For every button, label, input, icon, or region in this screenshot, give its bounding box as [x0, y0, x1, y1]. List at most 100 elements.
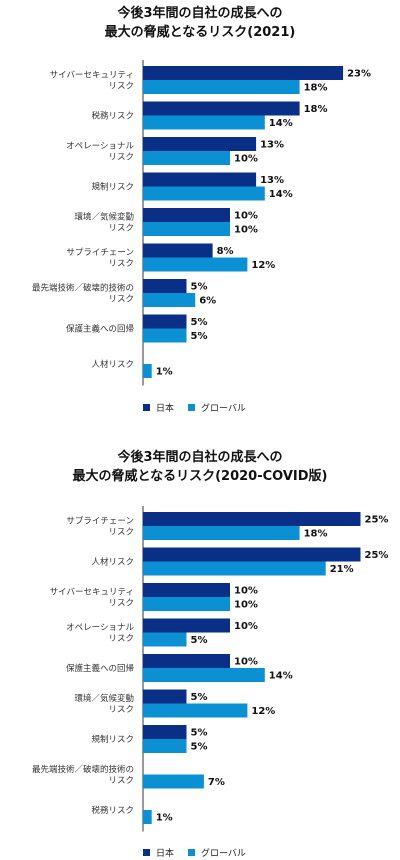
- data-label: 1%: [156, 813, 173, 824]
- legend-item-japan: 日本: [143, 846, 174, 859]
- data-label: 10%: [234, 600, 258, 611]
- bar-global: [143, 810, 152, 824]
- chart-title-line-2: 最大の脅威となるリスク(2021): [104, 25, 296, 40]
- category-label: リスク: [108, 295, 134, 305]
- bar-japan: [143, 512, 361, 526]
- data-label: 10%: [234, 211, 258, 222]
- data-label: 1%: [156, 367, 173, 378]
- bar-global: [143, 80, 300, 94]
- data-label: 5%: [191, 282, 208, 293]
- data-label: 5%: [191, 331, 208, 342]
- category-label: リスク: [108, 776, 134, 786]
- category-label: リスク: [108, 705, 134, 715]
- bar-global: [143, 632, 187, 647]
- data-label: 5%: [191, 635, 208, 646]
- category-label: 保護主義への回帰: [66, 324, 134, 335]
- data-label: 12%: [251, 260, 275, 271]
- data-label: 5%: [191, 742, 208, 753]
- data-label: 12%: [251, 706, 275, 717]
- data-label: 25%: [365, 515, 389, 526]
- legend: 日本 グローバル: [143, 846, 260, 859]
- bar-japan: [143, 618, 230, 633]
- bar-japan: [143, 654, 230, 668]
- chart-title: 今後3年間の自社の成長への 最大の脅威となるリスク(2021): [0, 4, 400, 42]
- data-label: 5%: [191, 317, 208, 328]
- bar-japan: [143, 137, 257, 151]
- data-label: 18%: [304, 104, 328, 115]
- legend-item-japan: 日本: [143, 401, 174, 414]
- data-label: 14%: [269, 189, 293, 200]
- bar-japan: [143, 279, 187, 293]
- bar-global: [143, 186, 265, 201]
- category-label: 最先端技術／破壊的技術の: [32, 283, 134, 294]
- data-label: 23%: [347, 69, 371, 80]
- category-label: 規制リスク: [91, 734, 134, 745]
- bar-plot: サイバーセキュリティリスク23%18%税務リスク18%14%オペレーショナルリス…: [32, 60, 371, 386]
- bar-global: [143, 328, 187, 343]
- data-label: 6%: [199, 296, 216, 307]
- data-label: 13%: [260, 175, 284, 186]
- chart-2020-covid: 今後3年間の自社の成長への 最大の脅威となるリスク(2020-COVID版) サ…: [0, 430, 400, 860]
- data-label: 13%: [260, 140, 284, 151]
- category-label: 保護主義への回帰: [66, 663, 134, 674]
- data-label: 10%: [234, 621, 258, 632]
- bar-global: [143, 561, 326, 576]
- category-label: リスク: [108, 599, 134, 609]
- legend-label-global: グローバル: [201, 404, 246, 414]
- data-label: 18%: [304, 529, 328, 540]
- bar-japan: [143, 66, 344, 80]
- chart-2021: 今後3年間の自社の成長への 最大の脅威となるリスク(2021) サイバーセキュリ…: [0, 4, 400, 414]
- bar-global: [143, 293, 196, 307]
- legend: 日本 グローバル: [143, 401, 260, 414]
- category-label: サプライチェーン: [66, 248, 134, 258]
- chart-title-line-2: 最大の脅威となるリスク(2020-COVID版): [72, 469, 328, 484]
- bar-japan: [143, 314, 187, 329]
- category-label: リスク: [108, 82, 134, 92]
- category-label: リスク: [108, 153, 134, 163]
- data-label: 10%: [234, 225, 258, 236]
- bar-japan: [143, 725, 187, 739]
- data-label: 10%: [234, 657, 258, 668]
- chart-title: 今後3年間の自社の成長への 最大の脅威となるリスク(2020-COVID版): [0, 448, 400, 486]
- bar-japan: [143, 208, 230, 222]
- data-label: 25%: [365, 550, 389, 561]
- legend-item-global: グローバル: [188, 846, 246, 859]
- bar-global: [143, 222, 230, 236]
- bar-japan: [143, 101, 300, 116]
- data-label: 10%: [234, 154, 258, 165]
- legend-item-global: グローバル: [188, 401, 246, 414]
- category-label: 環境／気候変動: [74, 212, 134, 223]
- bar-global: [143, 151, 230, 165]
- legend-swatch-global: [188, 404, 196, 411]
- category-label: 最先端技術／破壊的技術の: [32, 764, 134, 775]
- data-label: 5%: [191, 692, 208, 703]
- legend-label-japan: 日本: [156, 849, 175, 859]
- category-label: リスク: [108, 259, 134, 269]
- bar-global: [143, 668, 265, 682]
- category-label: オペレーショナル: [66, 142, 134, 152]
- legend-swatch-japan: [143, 404, 150, 411]
- data-label: 18%: [304, 83, 328, 94]
- data-label: 14%: [269, 671, 293, 682]
- bar-global: [143, 597, 230, 611]
- category-label: サイバーセキュリティ: [50, 71, 134, 81]
- legend-swatch-global: [188, 849, 196, 856]
- category-label: 人材リスク: [91, 557, 134, 568]
- bar-japan: [143, 583, 230, 597]
- bar-global: [143, 364, 152, 378]
- data-label: 10%: [234, 586, 258, 597]
- bar-global: [143, 526, 300, 540]
- category-label: サイバーセキュリティ: [50, 588, 134, 598]
- chart-title-line-1: 今後3年間の自社の成長への: [117, 6, 283, 21]
- category-label: オペレーショナル: [66, 623, 134, 633]
- chart-title-line-1: 今後3年間の自社の成長への: [117, 450, 283, 465]
- category-label: リスク: [108, 224, 134, 234]
- category-label: リスク: [108, 528, 134, 538]
- bar-global: [143, 115, 265, 130]
- category-label: 規制リスク: [91, 182, 134, 193]
- data-label: 7%: [208, 777, 225, 788]
- category-label: サプライチェーン: [66, 517, 134, 527]
- legend-swatch-japan: [143, 849, 150, 856]
- data-label: 8%: [217, 246, 234, 257]
- bar-japan: [143, 172, 257, 187]
